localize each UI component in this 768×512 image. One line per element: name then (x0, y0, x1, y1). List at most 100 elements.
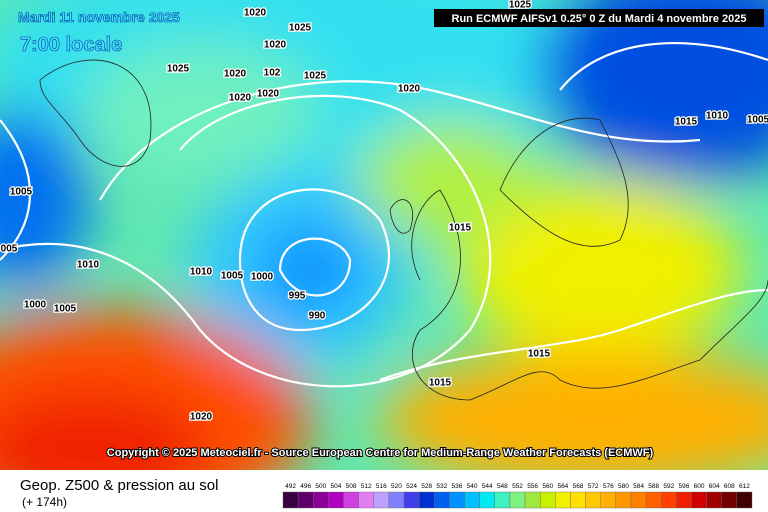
legend-swatch (524, 491, 541, 509)
legend-swatch (313, 491, 329, 509)
legend-swatch (373, 491, 390, 509)
legend-swatch (403, 491, 420, 509)
legend-swatch (464, 491, 480, 509)
isobar-label: 1020 (244, 8, 267, 19)
legend-label: 532 (436, 483, 447, 490)
legend-swatch (494, 491, 511, 509)
legend-label: 520 (391, 483, 402, 490)
legend-label: 612 (739, 483, 750, 490)
legend-label: 588 (648, 483, 659, 490)
legend-label: 492 (285, 483, 296, 490)
isobar-label: 995 (289, 291, 306, 302)
legend-swatch (706, 491, 722, 509)
legend-label: 556 (527, 483, 538, 490)
legend: 492 496 500 504 508 512 516 520 524 528 532 536 540 5… (282, 483, 753, 509)
isobar-label: 1000 (24, 300, 47, 311)
map-date: Mardi 11 novembre 2025 (18, 9, 180, 25)
legend-label: 552 (512, 483, 523, 490)
legend-label: 508 (346, 483, 357, 490)
map-time: 7:00 locale (20, 34, 122, 56)
copyright: Copyright © 2025 Meteociel.fr - Source E… (107, 447, 654, 459)
legend-swatch (661, 491, 677, 509)
legend-label: 580 (618, 483, 629, 490)
isobar-label: 1015 (449, 223, 472, 234)
isobar-label: 1005 (221, 271, 244, 282)
legend-swatch (418, 491, 435, 509)
isobar-label: 102 (264, 68, 281, 79)
legend-label: 584 (633, 483, 644, 490)
isobar-label: 1000 (251, 272, 274, 283)
legend-swatch (358, 491, 374, 509)
legend-label: 496 (300, 483, 311, 490)
legend-swatch (555, 491, 571, 509)
legend-label: 512 (361, 483, 372, 490)
isobar-label: 1010 (77, 260, 100, 271)
legend-swatch (297, 491, 314, 509)
legend-label: 540 (467, 483, 478, 490)
legend-label: 576 (603, 483, 614, 490)
legend-swatch (721, 491, 738, 509)
isobar-label: 1005 (54, 304, 77, 315)
legend-label: 604 (709, 483, 720, 490)
isobar-label: 1025 (509, 0, 532, 11)
legend-label: 568 (573, 483, 584, 490)
isobar-label: 1005 (10, 187, 33, 198)
isobar-label: 1025 (304, 71, 327, 82)
legend-swatch (630, 491, 647, 509)
legend-swatch (539, 491, 556, 509)
legend-label: 528 (421, 483, 432, 490)
footer-lead: (+ 174h) (22, 495, 67, 509)
isobar-label: 1020 (398, 84, 421, 95)
legend-label: 596 (678, 483, 689, 490)
isobar-label: 1010 (190, 267, 213, 278)
legend-label: 544 (482, 483, 493, 490)
legend-swatch (509, 491, 526, 509)
legend-swatch (343, 491, 359, 509)
footer-title: Geop. Z500 & pression au sol (20, 477, 218, 494)
legend-swatch (585, 491, 601, 509)
legend-label: 516 (376, 483, 387, 490)
legend-swatch (479, 491, 496, 509)
run-box (434, 9, 764, 27)
legend-label: 592 (663, 483, 674, 490)
run-info: Run ECMWF AIFSv1 0.25° 0 Z du Mardi 4 no… (452, 13, 747, 25)
legend-swatch (388, 491, 405, 509)
legend-label: 524 (406, 483, 417, 490)
legend-swatch (676, 491, 692, 509)
isobar-label: 1010 (706, 111, 729, 122)
legend-swatch (615, 491, 632, 509)
legend-swatch (328, 491, 344, 509)
legend-label: 600 (694, 483, 705, 490)
legend-label: 548 (497, 483, 508, 490)
legend-label: 504 (331, 483, 342, 490)
legend-swatch (570, 491, 586, 509)
isobar-label: 1025 (289, 23, 312, 34)
legend-swatch (282, 491, 299, 509)
isobar-label: 1015 (675, 117, 698, 128)
isobar-label: 1015 (528, 349, 551, 360)
legend-swatch (645, 491, 662, 509)
isobar-label: 1015 (429, 378, 452, 389)
isobar-label: 1020 (229, 93, 252, 104)
isobar-label: 1005 (747, 115, 768, 126)
isobar-label: 990 (309, 311, 326, 322)
legend-swatch (449, 491, 465, 509)
isobar-label: 1025 (167, 64, 190, 75)
isobar-label: 1020 (190, 412, 213, 423)
isobar-labels: 1020 1025 1020 1025 1020 102 1025 1020 1… (0, 0, 768, 424)
legend-label: 500 (315, 483, 326, 490)
legend-label: 536 (452, 483, 463, 490)
isobar-label: 1020 (264, 40, 287, 51)
legend-label: 560 (542, 483, 553, 490)
isobar-label: 005 (1, 244, 18, 255)
legend-label: 608 (724, 483, 735, 490)
legend-swatch (691, 491, 707, 509)
isobar-label: 1020 (257, 89, 280, 100)
legend-label: 572 (588, 483, 599, 490)
legend-swatch (434, 491, 450, 509)
legend-swatch (600, 491, 617, 509)
isobar-label: 1020 (224, 69, 247, 80)
legend-label: 564 (557, 483, 568, 490)
legend-swatch (736, 491, 753, 509)
